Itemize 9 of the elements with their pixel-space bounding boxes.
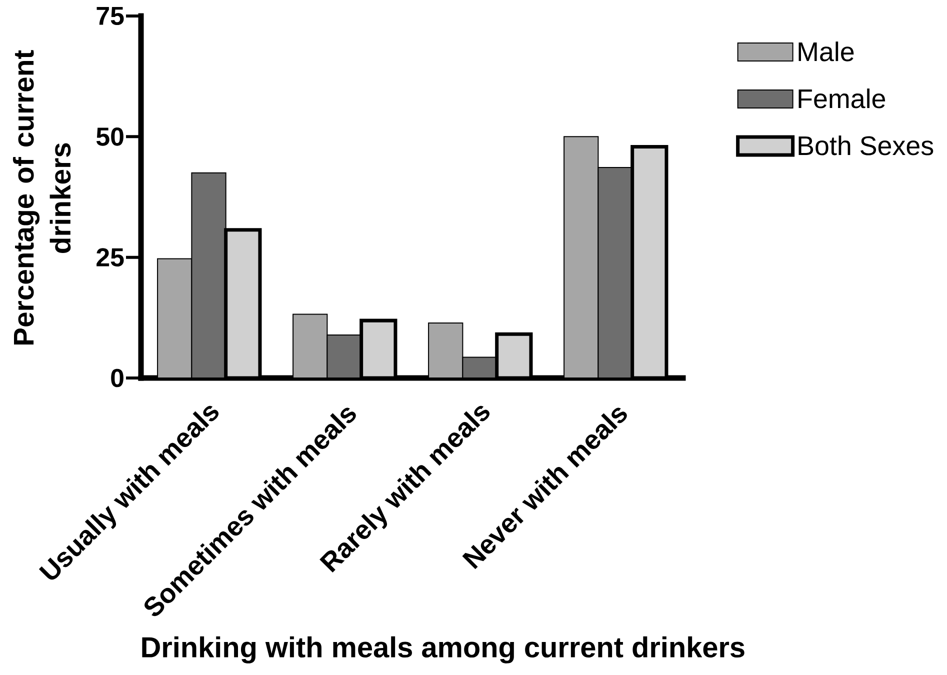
y-tick-label: 25 bbox=[96, 248, 124, 266]
legend-label: Female bbox=[798, 88, 886, 108]
legend-label: Both Sexes bbox=[798, 136, 934, 156]
y-tick-label: 0 bbox=[111, 368, 124, 388]
legend-label: Male bbox=[798, 42, 854, 62]
y-tick-label: 75 bbox=[96, 6, 124, 26]
y-axis-title: Percentage of current drinkers bbox=[12, 50, 71, 345]
x-axis-title: Drinking with meals among current drinkers bbox=[142, 636, 744, 664]
y-tick-label: 50 bbox=[96, 127, 124, 146]
